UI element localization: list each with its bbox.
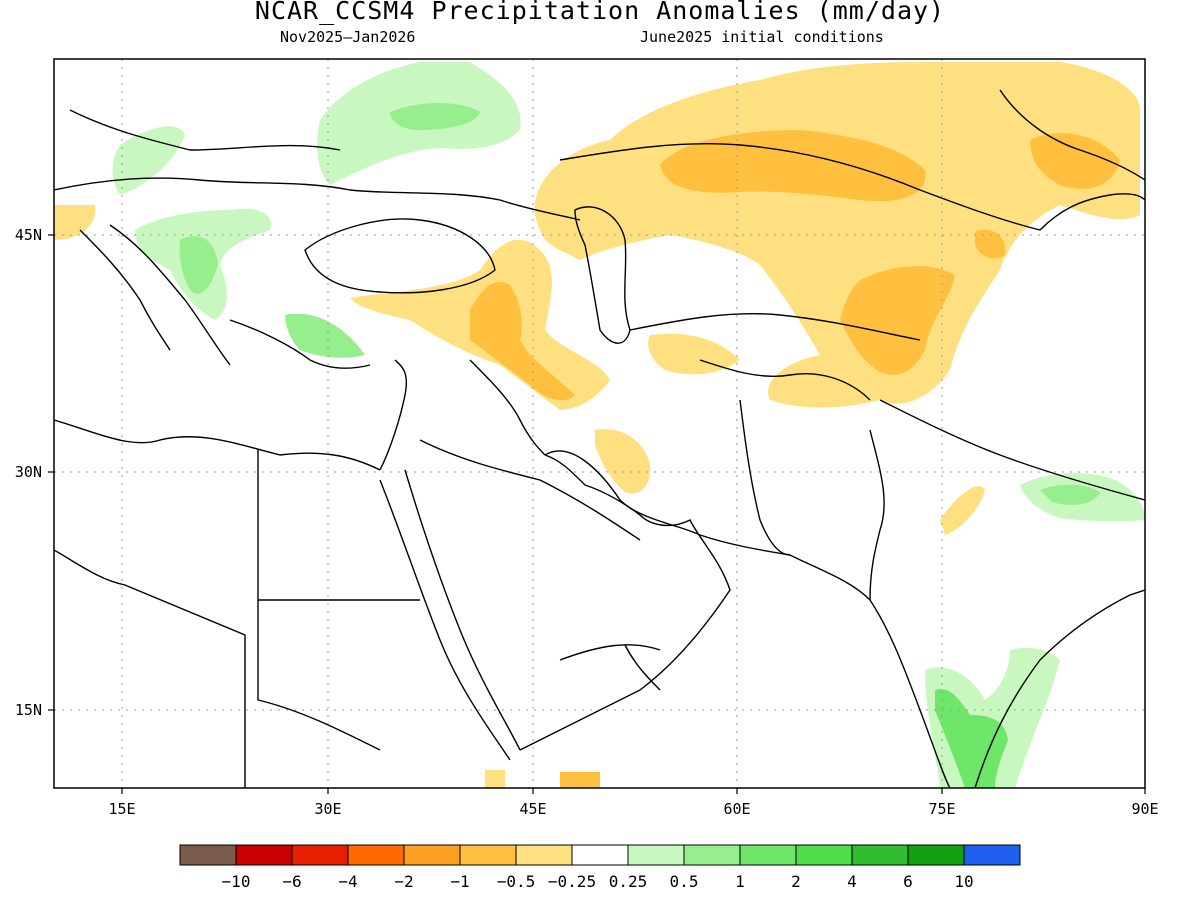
anomaly-india-west-dry [940,486,985,535]
anomaly-shading [54,61,1145,788]
colorbar-label: −1 [450,872,469,891]
caspian-sea-coast [574,206,631,344]
europe-borders [54,177,581,221]
saudi-border [419,439,641,541]
anomaly-yemen-dry [560,772,600,788]
anomaly-greece-wet [285,313,365,358]
adriatic-coast [109,224,231,366]
colorbar-label: −0.5 [497,872,536,891]
red-sea-west [379,479,511,761]
anomaly-nepal-wet-core [1040,484,1100,505]
colorbar-swatch [235,844,293,866]
colorbar-label: 4 [847,872,857,891]
y-tick-label: 45N [15,226,42,244]
oman-border [624,644,661,691]
egypt-border [257,450,420,601]
colorbar-label: 1 [735,872,745,891]
anomaly-central-europe-wet [112,126,185,195]
europe-borders-2 [69,109,341,151]
x-tick-label: 75E [928,800,955,818]
north-africa-coast [54,419,381,471]
colorbar-swatch [963,844,1021,866]
x-axis-labels: 15E 30E 45E 60E 75E 90E [108,800,1158,818]
colorbar-swatch [179,844,237,866]
red-sea-east [404,469,521,751]
map-title: NCAR_CCSM4 Precipitation Anomalies (mm/d… [254,0,946,25]
axis-ticks [48,234,1146,794]
sudan-border [257,600,381,751]
colorbar-swatch [291,844,349,866]
colorbar-swatch [907,844,965,866]
colorbar-label: −0.25 [548,872,596,891]
colorbar-label: 0.25 [609,872,648,891]
colorbar-swatch [627,844,685,866]
italy-coast [79,229,171,351]
anomaly-caucasus-iran-dry [470,281,575,401]
x-tick-label: 45E [519,800,546,818]
central-asia-borders [559,143,1041,231]
libya-border [54,549,246,788]
himalaya-border [879,399,1145,501]
plot-frame [53,58,1146,789]
anomaly-ukraine-wet-core [390,103,480,130]
india-east-coast [974,589,1145,788]
yemen-oman-border [559,644,661,661]
afghan-border [699,359,871,401]
initial-conditions-label: June2025 initial conditions [640,28,884,46]
colorbar-label: −4 [338,872,357,891]
india-coast [789,554,951,788]
coastlines-borders [54,89,1145,788]
y-tick-label: 30N [15,463,42,481]
anomaly-balkans-wet-core [179,236,218,294]
y-axis-labels: 45N 30N 15N [15,226,42,719]
anomaly-central-asia-dry [534,61,1140,408]
central-asia-borders-2 [629,313,921,341]
anomaly-altai-dry [975,229,1006,259]
india-pak-border [869,429,885,601]
colorbar-swatch [739,844,797,866]
anomaly-iran-central-dry [595,429,651,494]
colorbar-label: −6 [282,872,301,891]
y-tick-label: 15N [15,701,42,719]
levant-coast [379,359,407,471]
x-tick-label: 15E [108,800,135,818]
anomaly-italy-dry [54,205,96,240]
colorbar-label: 0.5 [670,872,699,891]
colorbar-label: 2 [791,872,801,891]
black-sea-coast [304,218,496,294]
colorbar-swatch [795,844,853,866]
colorbar-label: 6 [903,872,913,891]
russia-china-border [999,89,1145,181]
colorbar-swatch [347,844,405,866]
colorbar-label: −2 [394,872,413,891]
aegean-coast [229,319,371,369]
anomaly-tien-shan-dry [840,265,955,375]
iran-pak-border [739,399,791,556]
colorbar-label: −10 [222,872,251,891]
anomaly-kazakhstan-dry-core [660,130,926,202]
colorbar-swatch [459,844,517,866]
colorbar-swatch [571,844,629,866]
arabian-coast [519,454,731,751]
colorbar-swatch [851,844,909,866]
anomaly-eritrea-dry [485,770,505,788]
colorbar-swatch [515,844,573,866]
mongolia-border [1039,193,1145,231]
colorbar: −10 −6 −4 −2 −1 −0.5 −0.25 0.25 0.5 1 2 4 6 10 [179,844,1021,891]
x-tick-label: 90E [1131,800,1158,818]
iran-coast [544,450,791,556]
forecast-period: Nov2025–Jan2026 [280,28,416,46]
x-tick-label: 30E [314,800,341,818]
iraq-border [469,359,546,456]
anomaly-south-india-wet-core [935,689,1008,788]
x-tick-label: 60E [723,800,750,818]
colorbar-swatch [683,844,741,866]
colorbar-swatch [403,844,461,866]
anomaly-mongolia-dry [1030,132,1120,189]
colorbar-label: 10 [954,872,973,891]
anomaly-afghan-dry [648,333,740,375]
